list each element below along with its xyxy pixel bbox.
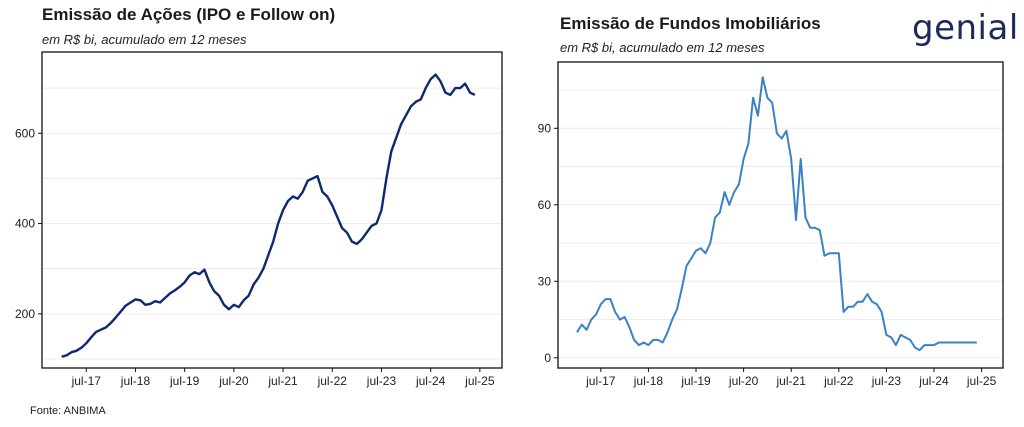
x-tick-label: jul-21 [267, 374, 298, 388]
x-tick-label: jul-25 [464, 374, 495, 388]
x-tick-label: jul-24 [415, 374, 446, 388]
plot-frame [41, 51, 503, 369]
chart1-subtitle: em R$ bi, acumulado em 12 meses [42, 32, 247, 47]
genial-logo: genial [912, 8, 1019, 48]
y-tick-label: 30 [538, 274, 552, 288]
x-tick-label: jul-23 [871, 374, 902, 388]
x-tick-label: jul-24 [918, 374, 949, 388]
x-tick-label: jul-20 [728, 374, 759, 388]
x-tick-label: jul-22 [823, 374, 854, 388]
x-tick-label: jul-18 [120, 374, 151, 388]
y-tick-label: 90 [538, 121, 552, 135]
x-tick-label: jul-19 [169, 374, 200, 388]
series-line [61, 73, 476, 358]
x-tick-label: jul-19 [680, 374, 711, 388]
x-tick-label: jul-20 [218, 374, 249, 388]
y-tick-label: 400 [15, 217, 35, 231]
y-tick-label: 600 [15, 126, 35, 140]
y-tick-label: 0 [544, 351, 551, 365]
y-tick-label: 60 [538, 198, 552, 212]
x-tick-label: jul-17 [71, 374, 102, 388]
chart1-title: Emissão de Ações (IPO e Follow on) [42, 5, 336, 24]
y-tick-label: 200 [15, 307, 35, 321]
series-line [576, 76, 977, 352]
x-tick-label: jul-25 [966, 374, 997, 388]
x-tick-label: jul-18 [633, 374, 664, 388]
x-tick-label: jul-22 [317, 374, 348, 388]
x-tick-label: jul-17 [585, 374, 616, 388]
plot-frame [557, 61, 1004, 369]
source-note: Fonte: ANBIMA [30, 405, 106, 417]
chart2-title: Emissão de Fundos Imobiliários [560, 14, 821, 33]
chart2-subtitle: em R$ bi, acumulado em 12 meses [560, 40, 765, 55]
x-tick-label: jul-23 [366, 374, 397, 388]
x-tick-label: jul-21 [776, 374, 807, 388]
